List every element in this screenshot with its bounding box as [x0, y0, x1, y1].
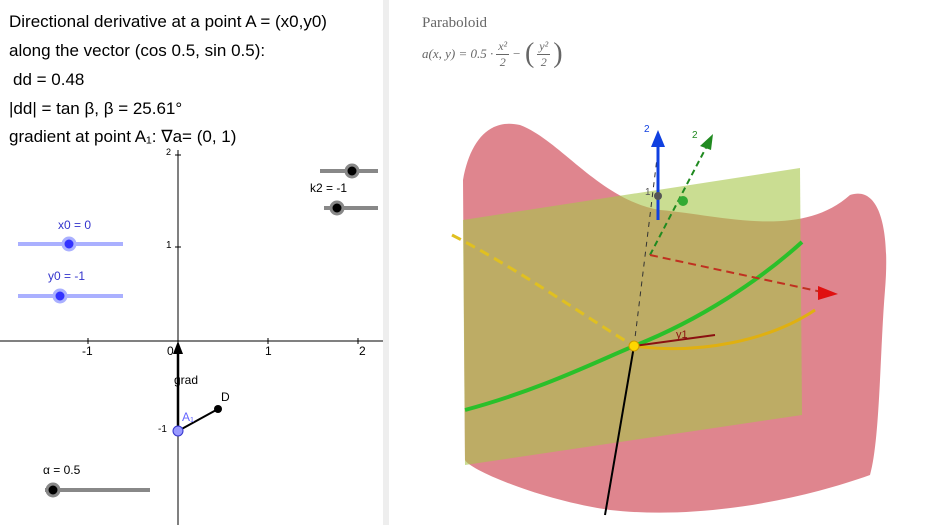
axis-dashed: [633, 149, 659, 347]
paren: ): [553, 38, 563, 69]
slider-knob[interactable]: [45, 482, 61, 498]
z-axis-line: [604, 345, 635, 516]
arrow-head: [700, 134, 713, 150]
slider-label: α = 0.5: [43, 463, 81, 477]
text-line: Directional derivative at a point A = (x…: [9, 12, 327, 31]
numerator: x²: [496, 38, 510, 55]
axis-label: 1: [645, 187, 651, 198]
denominator: 2: [499, 54, 506, 69]
axis-label: y1: [676, 329, 688, 341]
arrow-head: [173, 341, 183, 354]
paren: (: [524, 38, 535, 69]
curve-yellow: [633, 308, 816, 351]
axis-label: 2: [692, 130, 698, 141]
arrow-head: [818, 286, 838, 300]
text-line: |dd| = tan β, β = 25.61°: [9, 99, 183, 118]
text-line: gradient at point A₁: ∇a= (0, 1): [9, 127, 237, 146]
arrow-head: [651, 130, 665, 147]
denominator: 2: [540, 54, 547, 69]
text-line: dd = 0.48: [13, 70, 85, 89]
formula-text: −: [512, 46, 521, 61]
y-tick-label: 2: [166, 147, 172, 157]
point-label: D: [221, 390, 230, 404]
tangent-plane: [463, 168, 802, 465]
object-title: Paraboloid: [422, 15, 487, 31]
slider-label: x0 = 0: [58, 218, 92, 232]
y-tick-label: 1: [166, 240, 172, 251]
formula-text: a(x, y) = 0.5 ·: [422, 46, 494, 61]
vector-3d: [633, 334, 716, 347]
fraction: x² 2: [496, 38, 510, 70]
point-d[interactable]: [214, 405, 222, 413]
divider: [383, 0, 389, 525]
slider-label: k2 = -1: [310, 181, 348, 195]
x-axis-3d: [649, 254, 823, 293]
x-tick-label: -1: [82, 344, 93, 358]
point-a[interactable]: [628, 340, 640, 352]
y-tick-label: -1: [158, 424, 167, 435]
direction-vector: [177, 408, 219, 432]
slider-label: y0 = -1: [48, 269, 86, 283]
x-tick-label: 0: [167, 344, 174, 358]
x-tick-label: 2: [359, 344, 366, 358]
x-tick-label: 1: [265, 344, 272, 358]
numerator: y²: [537, 38, 551, 55]
slider-knob[interactable]: [344, 163, 360, 179]
text-line: along the vector (cos 0.5, sin 0.5):: [9, 41, 266, 60]
formula: a(x, y) = 0.5 · x² 2 − ( y² 2 ): [422, 38, 563, 70]
axis-label: 2: [644, 124, 650, 135]
curve-yellow-dashed: [451, 233, 635, 348]
slider-knob[interactable]: [61, 236, 77, 252]
point-label: A₁: [182, 410, 195, 424]
point-a1[interactable]: [172, 425, 184, 437]
point-label: grad: [174, 373, 199, 387]
slider-knob[interactable]: [52, 288, 68, 304]
fraction: y² 2: [537, 38, 551, 70]
point-3d: [678, 196, 688, 206]
point-3d: [654, 192, 662, 200]
slider-knob[interactable]: [329, 200, 345, 216]
